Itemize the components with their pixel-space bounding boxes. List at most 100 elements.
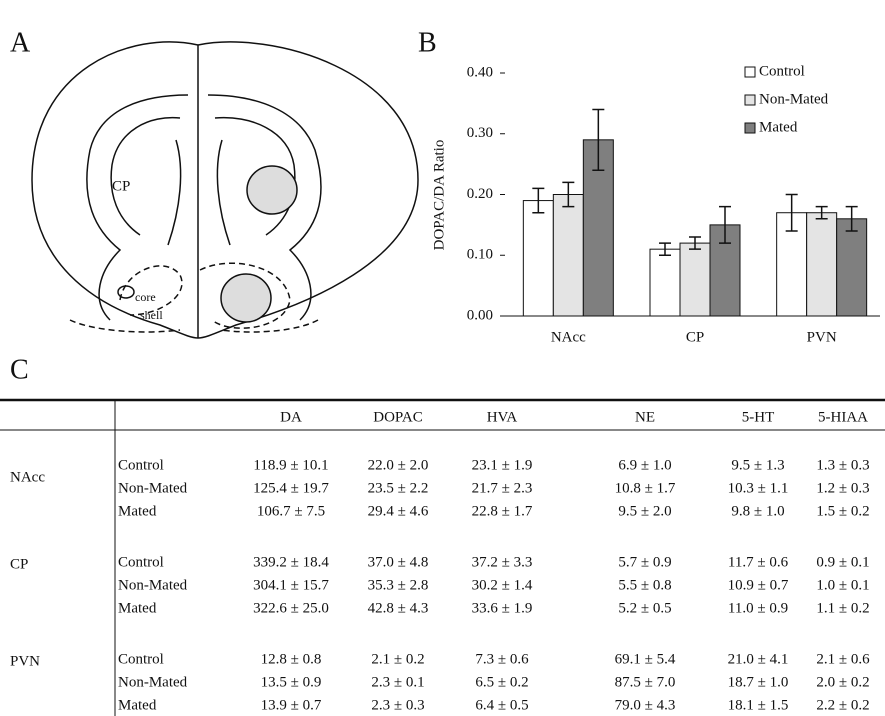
panel-label: A <box>10 27 31 58</box>
column-header: NE <box>635 409 655 425</box>
legend-swatch <box>745 95 755 105</box>
table-cell: 29.4 ± 4.6 <box>368 503 429 519</box>
table-cell: 42.8 ± 4.3 <box>368 600 429 616</box>
bar <box>523 201 553 316</box>
table-cell: 5.7 ± 0.9 <box>618 554 671 570</box>
legend-label: Mated <box>759 119 798 135</box>
table-cell: 10.9 ± 0.7 <box>728 577 789 593</box>
x-tick-label: PVN <box>807 329 837 345</box>
table-cell: 322.6 ± 25.0 <box>253 600 329 616</box>
table-cell: 18.7 ± 1.0 <box>728 674 789 690</box>
table-cell: 125.4 ± 19.7 <box>253 480 329 496</box>
region-label: CP <box>10 556 28 572</box>
bar <box>837 219 867 316</box>
diagram-label: shell <box>140 308 163 322</box>
column-header: HVA <box>487 409 518 425</box>
y-tick-label: 0.30 <box>467 125 493 141</box>
table-cell: 23.5 ± 2.2 <box>368 480 429 496</box>
table-cell: 2.1 ± 0.2 <box>371 651 424 667</box>
table-cell: 13.9 ± 0.7 <box>261 697 322 713</box>
table-cell: 79.0 ± 4.3 <box>615 697 676 713</box>
condition-label: Control <box>118 651 164 667</box>
x-tick-label: NAcc <box>551 329 586 345</box>
diagram-label: CP <box>112 178 130 194</box>
panel-label: C <box>10 354 29 385</box>
legend-label: Control <box>759 63 805 79</box>
table-cell: 7.3 ± 0.6 <box>475 651 529 667</box>
condition-label: Mated <box>118 697 157 713</box>
legend-label: Non-Mated <box>759 91 829 107</box>
table-cell: 13.5 ± 0.9 <box>261 674 322 690</box>
table-cell: 9.8 ± 1.0 <box>731 503 784 519</box>
table-cell: 1.0 ± 0.1 <box>816 577 869 593</box>
table-cell: 1.2 ± 0.3 <box>816 480 869 496</box>
table-cell: 10.3 ± 1.1 <box>728 480 789 496</box>
y-tick-label: 0.00 <box>467 307 493 323</box>
condition-label: Non-Mated <box>118 480 188 496</box>
table-cell: 10.8 ± 1.7 <box>615 480 676 496</box>
table-cell: 33.6 ± 1.9 <box>472 600 533 616</box>
table-cell: 12.8 ± 0.8 <box>261 651 322 667</box>
bar <box>553 195 583 317</box>
bar <box>650 249 680 316</box>
table-cell: 2.1 ± 0.6 <box>816 651 870 667</box>
column-header: 5-HT <box>742 409 775 425</box>
table-cell: 6.9 ± 1.0 <box>618 457 671 473</box>
condition-label: Non-Mated <box>118 674 188 690</box>
table-cell: 118.9 ± 10.1 <box>253 457 328 473</box>
table-cell: 30.2 ± 1.4 <box>472 577 533 593</box>
y-tick-label: 0.20 <box>467 186 493 202</box>
condition-label: Non-Mated <box>118 577 188 593</box>
bar <box>680 243 710 316</box>
table-cell: 2.2 ± 0.2 <box>816 697 869 713</box>
table-cell: 1.5 ± 0.2 <box>816 503 869 519</box>
table-cell: 2.3 ± 0.1 <box>371 674 424 690</box>
table-cell: 22.8 ± 1.7 <box>472 503 533 519</box>
table-cell: 18.1 ± 1.5 <box>728 697 789 713</box>
legend-swatch <box>745 67 755 77</box>
region-label: NAcc <box>10 469 45 485</box>
column-header: DA <box>280 409 302 425</box>
table-cell: 69.1 ± 5.4 <box>615 651 676 667</box>
y-tick-label: 0.10 <box>467 247 493 263</box>
table-cell: 37.2 ± 3.3 <box>472 554 533 570</box>
table-cell: 23.1 ± 1.9 <box>472 457 533 473</box>
condition-label: Mated <box>118 503 157 519</box>
column-header: DOPAC <box>373 409 422 425</box>
table-cell: 6.4 ± 0.5 <box>475 697 528 713</box>
table-cell: 0.9 ± 0.1 <box>816 554 869 570</box>
condition-label: Mated <box>118 600 157 616</box>
table-cell: 35.3 ± 2.8 <box>368 577 429 593</box>
table-cell: 304.1 ± 15.7 <box>253 577 329 593</box>
table-cell: 22.0 ± 2.0 <box>368 457 429 473</box>
table-cell: 21.0 ± 4.1 <box>728 651 789 667</box>
table-cell: 2.0 ± 0.2 <box>816 674 869 690</box>
table-cell: 11.0 ± 0.9 <box>728 600 788 616</box>
table-cell: 339.2 ± 18.4 <box>253 554 329 570</box>
condition-label: Control <box>118 554 164 570</box>
y-axis-label: DOPAC/DA Ratio <box>431 140 447 251</box>
table-cell: 5.2 ± 0.5 <box>618 600 671 616</box>
table-cell: 6.5 ± 0.2 <box>475 674 528 690</box>
brain-diagram <box>32 42 418 338</box>
bar <box>807 213 837 316</box>
y-tick-label: 0.40 <box>467 64 493 80</box>
x-tick-label: CP <box>686 329 704 345</box>
panel-label: B <box>418 27 437 58</box>
condition-label: Control <box>118 457 164 473</box>
table-cell: 1.3 ± 0.3 <box>816 457 869 473</box>
table-cell: 21.7 ± 2.3 <box>472 480 533 496</box>
table-cell: 37.0 ± 4.8 <box>368 554 429 570</box>
figure: A B C CP core shell DOPAC/DA Ratio 0.00 0… <box>0 0 885 716</box>
legend-swatch <box>745 123 755 133</box>
diagram-label: core <box>135 290 156 304</box>
table-cell: 9.5 ± 1.3 <box>731 457 784 473</box>
table-cell: 11.7 ± 0.6 <box>728 554 789 570</box>
table-cell: 106.7 ± 7.5 <box>257 503 325 519</box>
table-cell: 1.1 ± 0.2 <box>816 600 869 616</box>
region-label: PVN <box>10 653 40 669</box>
table-cell: 87.5 ± 7.0 <box>615 674 676 690</box>
column-header: 5-HIAA <box>818 409 868 425</box>
table-cell: 2.3 ± 0.3 <box>371 697 424 713</box>
table-cell: 5.5 ± 0.8 <box>618 577 671 593</box>
